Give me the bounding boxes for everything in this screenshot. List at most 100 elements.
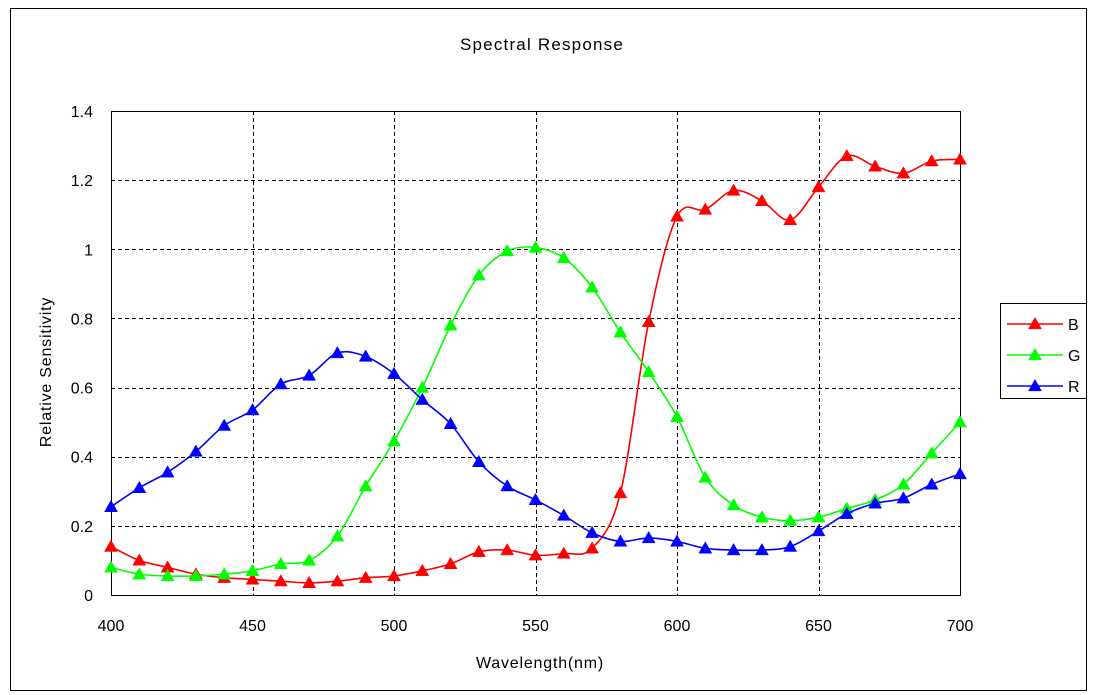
data-point-g [924, 446, 939, 459]
data-point-r [415, 392, 430, 405]
y-tick-label: 0.4 [71, 450, 93, 467]
data-point-g [896, 477, 911, 490]
data-point-b [783, 212, 798, 226]
data-point-r [302, 368, 317, 381]
data-point-r [358, 349, 373, 362]
data-point-g [613, 325, 628, 338]
series-g [104, 240, 967, 582]
data-point-b [613, 486, 628, 499]
data-point-g [471, 268, 486, 281]
data-point-r [330, 345, 345, 359]
x-tick-label: 400 [98, 618, 125, 635]
data-point-r [273, 377, 288, 390]
data-point-b [330, 574, 345, 587]
y-tick-label: 0.2 [71, 519, 93, 536]
data-point-g [783, 513, 798, 526]
data-point-b [556, 546, 571, 559]
data-point-r [641, 530, 656, 544]
y-tick-label: 1 [84, 242, 93, 259]
data-point-b [839, 148, 854, 162]
data-point-r [104, 499, 118, 512]
data-point-b [670, 209, 684, 222]
data-point-b [415, 563, 430, 576]
legend-box [1000, 303, 1087, 399]
data-point-b [924, 154, 939, 167]
data-point-g [811, 510, 826, 523]
data-point-r [896, 491, 911, 504]
y-tick-label: 1.4 [71, 104, 93, 121]
x-tick-label: 700 [947, 618, 974, 635]
data-point-r [670, 534, 684, 547]
data-point-g [273, 556, 288, 570]
data-point-g [302, 553, 317, 566]
x-tick-label: 550 [522, 618, 549, 635]
chart-title: Spectral Response [460, 35, 624, 54]
data-point-b [528, 548, 543, 561]
data-point-g [132, 567, 147, 580]
data-point-g [726, 498, 741, 511]
data-point-r [245, 403, 260, 416]
legend-marker-icon [1028, 378, 1042, 392]
data-point-b [698, 202, 713, 215]
data-point-g [217, 567, 232, 580]
y-tick-label: 0 [84, 588, 93, 605]
data-point-r [868, 496, 883, 509]
grid-layer [111, 111, 960, 595]
plot-area-frame [111, 111, 961, 596]
y-tick-label: 0.8 [71, 311, 93, 328]
data-point-g [245, 563, 260, 576]
legend-item-g: G [1007, 347, 1080, 365]
data-point-b [443, 556, 458, 570]
data-point-r [188, 444, 203, 457]
y-tick-label: 1.2 [71, 173, 93, 190]
data-point-g [160, 568, 175, 582]
data-point-b [358, 570, 373, 583]
data-point-r [471, 454, 486, 468]
data-point-g [556, 250, 571, 264]
legend-marker-icon [1028, 347, 1042, 361]
data-point-r [556, 508, 571, 521]
data-point-r [500, 479, 515, 492]
data-point-g [104, 560, 118, 573]
data-point-b [585, 541, 600, 554]
legend-label: G [1068, 348, 1080, 365]
data-point-r [924, 477, 939, 490]
data-point-r [839, 506, 854, 519]
x-tick-label: 650 [805, 618, 832, 635]
data-point-r [726, 543, 741, 556]
data-point-r [443, 416, 458, 429]
data-point-g [641, 365, 656, 378]
data-point-g [528, 240, 543, 253]
data-point-r [754, 543, 769, 556]
data-point-b [387, 568, 401, 582]
legend: BGR [1000, 303, 1087, 399]
data-point-r [528, 492, 543, 506]
series-r [104, 345, 967, 556]
data-point-g [387, 434, 401, 447]
data-point-r [811, 524, 826, 537]
data-point-b [471, 544, 486, 557]
data-point-r [585, 525, 600, 538]
y-axis-label: Relative Sensitivity [38, 297, 55, 447]
x-tick-label: 600 [664, 618, 691, 635]
data-point-r [160, 465, 175, 478]
data-point-b [641, 314, 656, 328]
data-point-b [811, 180, 826, 193]
tick-labels: 400 450 500 550 600 650 700 0 0.2 0.4 0.6 0.8 1 1.2 1.… [71, 104, 974, 635]
data-point-g [953, 415, 967, 428]
data-point-r [698, 541, 713, 554]
data-point-g [698, 470, 713, 483]
data-point-g [443, 318, 458, 331]
legend-item-r: R [1007, 378, 1080, 396]
y-tick-label: 0.6 [71, 381, 93, 398]
data-point-b [500, 543, 515, 556]
chart-frame [10, 8, 1087, 691]
data-point-g [330, 529, 345, 542]
data-point-r [953, 466, 967, 480]
data-point-b [245, 572, 260, 585]
data-point-g [585, 280, 600, 293]
data-point-g [670, 409, 684, 423]
data-point-g [188, 568, 203, 582]
